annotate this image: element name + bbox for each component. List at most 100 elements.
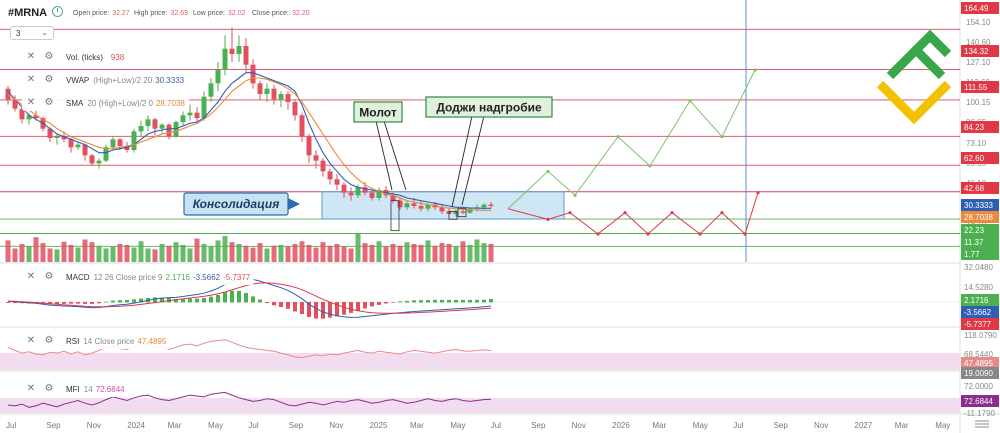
macd-histogram-bar bbox=[419, 300, 423, 303]
macd-histogram-bar bbox=[314, 302, 318, 319]
candle bbox=[194, 112, 200, 119]
volume-bar bbox=[54, 249, 60, 262]
gear-icon[interactable]: ⚙ bbox=[44, 97, 54, 108]
symbol-label[interactable]: #MRNA bbox=[8, 7, 48, 19]
indicator-row-vol[interactable]: ✕ ⚙ Vol. (ticks) 938 bbox=[22, 49, 129, 65]
indicator-row-sma[interactable]: ✕ ⚙ SMA 20 (High+Low)/2 0 28.7038 bbox=[22, 95, 189, 111]
candle bbox=[488, 204, 494, 206]
indicator-row-vwap[interactable]: ✕ ⚙ VWAP (High+Low)/2 20 30.3333 bbox=[22, 72, 189, 88]
indicator-value: 72.6844 bbox=[95, 384, 125, 394]
macd-signal-line bbox=[7, 282, 492, 314]
volume-bar bbox=[306, 244, 312, 262]
annotation-arrow bbox=[451, 115, 473, 208]
high-price-field: High price: 32.69 bbox=[134, 10, 188, 17]
volume-bar bbox=[187, 248, 193, 262]
indicator-params: 20 (High+Low)/2 0 bbox=[87, 98, 153, 108]
candle bbox=[215, 70, 221, 84]
settings-icon[interactable] bbox=[975, 420, 989, 428]
candle bbox=[460, 211, 466, 213]
candle bbox=[439, 207, 445, 212]
macd-histogram-bar bbox=[251, 296, 255, 303]
macd-histogram-bar bbox=[258, 299, 262, 303]
volume-bar bbox=[453, 246, 459, 262]
candle bbox=[306, 136, 312, 156]
candle bbox=[341, 184, 347, 193]
candle bbox=[75, 144, 81, 148]
candle bbox=[425, 204, 431, 209]
volume-bar bbox=[376, 241, 382, 262]
macd-histogram-bar bbox=[216, 295, 220, 303]
gear-icon[interactable]: ⚙ bbox=[44, 74, 54, 85]
macd-histogram-bar bbox=[321, 302, 325, 319]
close-icon[interactable]: ✕ bbox=[26, 383, 36, 394]
forecast-up-point bbox=[688, 99, 692, 103]
gear-icon[interactable]: ⚙ bbox=[44, 335, 54, 346]
price-level-tag bbox=[961, 81, 999, 93]
close-icon[interactable]: ✕ bbox=[26, 51, 36, 62]
volume-bar bbox=[369, 244, 375, 262]
indicator-row-rsi[interactable]: ✕ ⚙ RSI 14 Close price 47.4895 bbox=[22, 333, 171, 349]
macd-histogram-bar bbox=[13, 302, 17, 304]
doji-marker bbox=[448, 210, 458, 220]
macd-histogram-bar bbox=[391, 302, 395, 303]
close-icon[interactable]: ✕ bbox=[26, 97, 36, 108]
macd-histogram-bar bbox=[153, 297, 157, 303]
macd-histogram-bar bbox=[307, 302, 311, 318]
volume-bar bbox=[362, 243, 368, 262]
volume-bar bbox=[19, 244, 25, 262]
indicator-name: SMA bbox=[66, 98, 84, 108]
volume-bar bbox=[96, 245, 102, 262]
chevron-down-icon: ⌄ bbox=[41, 28, 48, 37]
price-level-label: 22.23 bbox=[964, 226, 985, 235]
price-level-label: 62.60 bbox=[964, 154, 985, 163]
timeframe-select[interactable]: 3 ⌄ bbox=[10, 26, 54, 40]
close-price-field: Close price: 32.20 bbox=[252, 10, 310, 17]
indicator-row-mfi[interactable]: ✕ ⚙ MFI 14 72.6844 bbox=[22, 381, 129, 397]
macd-histogram-bar bbox=[244, 292, 248, 303]
annotation-arrow bbox=[461, 115, 485, 206]
volume-bar bbox=[222, 235, 228, 262]
macd-histogram-bar bbox=[62, 302, 66, 304]
price-level-tag bbox=[961, 236, 999, 248]
gear-icon[interactable]: ⚙ bbox=[44, 51, 54, 62]
mfi-value-tag bbox=[961, 395, 999, 407]
clock-icon[interactable] bbox=[52, 6, 63, 17]
rsi-value-label: 19.0090 bbox=[964, 369, 993, 378]
close-icon[interactable]: ✕ bbox=[26, 271, 36, 282]
gear-icon[interactable]: ⚙ bbox=[44, 383, 54, 394]
mfi-value-label: 72.6844 bbox=[964, 397, 993, 406]
close-icon[interactable]: ✕ bbox=[26, 74, 36, 85]
volume-bar bbox=[397, 245, 403, 262]
time-axis-label: May bbox=[208, 421, 223, 430]
volume-bar bbox=[5, 240, 11, 262]
candle bbox=[47, 128, 53, 139]
time-axis-label: 2026 bbox=[612, 421, 630, 430]
price-level-label: 134.32 bbox=[964, 47, 989, 56]
doji-label: Доджи надгробие bbox=[436, 101, 542, 115]
volume-bar bbox=[432, 245, 438, 262]
macd-histogram-bar bbox=[398, 301, 402, 303]
macd-histogram-bar bbox=[104, 301, 108, 303]
close-icon[interactable]: ✕ bbox=[26, 335, 36, 346]
volume-bar bbox=[299, 241, 305, 262]
macd-histogram-bar bbox=[489, 299, 493, 303]
macd-histogram-bar bbox=[125, 300, 129, 303]
volume-bar bbox=[124, 244, 130, 262]
price-tick-label: 127.10 bbox=[966, 58, 991, 67]
volume-bar bbox=[439, 243, 445, 262]
volume-bar bbox=[383, 246, 389, 262]
gear-icon[interactable]: ⚙ bbox=[44, 271, 54, 282]
macd-histogram-bar bbox=[482, 299, 486, 303]
macd-histogram-bar bbox=[342, 302, 346, 315]
volume-bar bbox=[215, 240, 221, 262]
indicator-row-macd[interactable]: ✕ ⚙ MACD 12 26 Close price 9 2.1716 -3.56… bbox=[22, 269, 255, 285]
price-level-tag bbox=[961, 152, 999, 164]
chart-header: #MRNA Open price: 32.27 High price: 32.69 … bbox=[0, 0, 960, 26]
candle bbox=[33, 115, 39, 119]
rsi-band bbox=[0, 353, 960, 370]
volume-bar bbox=[103, 248, 109, 262]
indicator-value: -5.7377 bbox=[223, 272, 251, 282]
volume-bar bbox=[446, 244, 452, 262]
annotation-arrow bbox=[383, 120, 407, 191]
